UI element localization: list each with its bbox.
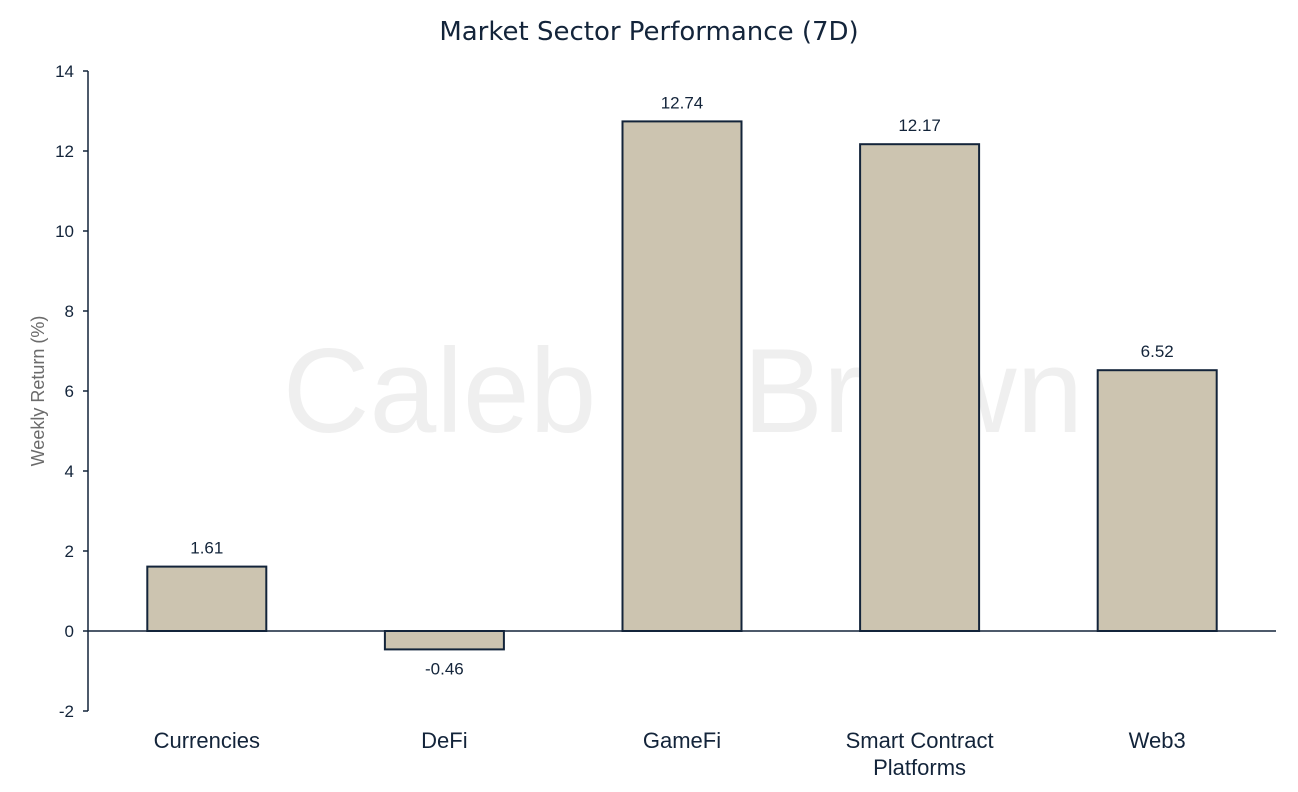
y-tick-label: 8: [65, 302, 74, 321]
y-tick-label: 6: [65, 382, 74, 401]
x-tick-label: Web3: [1129, 728, 1186, 753]
data-label: 12.74: [661, 93, 704, 112]
data-label: 1.61: [190, 539, 223, 558]
bar-currencies: [146, 565, 268, 632]
x-tick-label: Smart Contract: [846, 728, 994, 753]
data-label: -0.46: [425, 659, 464, 678]
bar-web3: [1096, 369, 1218, 632]
bar-smart-contract-platforms: [859, 143, 981, 632]
y-tick-label: 10: [55, 222, 74, 241]
bar-gamefi: [621, 120, 743, 633]
y-tick-label: -2: [59, 702, 74, 721]
y-tick-label: 14: [55, 62, 74, 81]
data-label: 6.52: [1141, 342, 1174, 361]
x-tick-label: DeFi: [421, 728, 467, 753]
chart-title: Market Sector Performance (7D): [439, 17, 858, 47]
y-axis-label: Weekly Return (%): [28, 316, 48, 467]
data-label: 12.17: [898, 116, 941, 135]
bar-defi: [383, 630, 505, 651]
labels-group: 1.61 Currencies -0.46 DeFi 12.74 GameFi 12.17 S…: [154, 93, 1186, 780]
y-tick-label: 0: [65, 622, 74, 641]
bars-group: [146, 120, 1218, 651]
y-tick-label: 4: [65, 462, 74, 481]
y-tick-label: 2: [65, 542, 74, 561]
y-tick-label: 12: [55, 142, 74, 161]
x-tick-label: GameFi: [643, 728, 721, 753]
x-tick-label: Platforms: [873, 755, 966, 780]
x-tick-label: Currencies: [154, 728, 260, 753]
